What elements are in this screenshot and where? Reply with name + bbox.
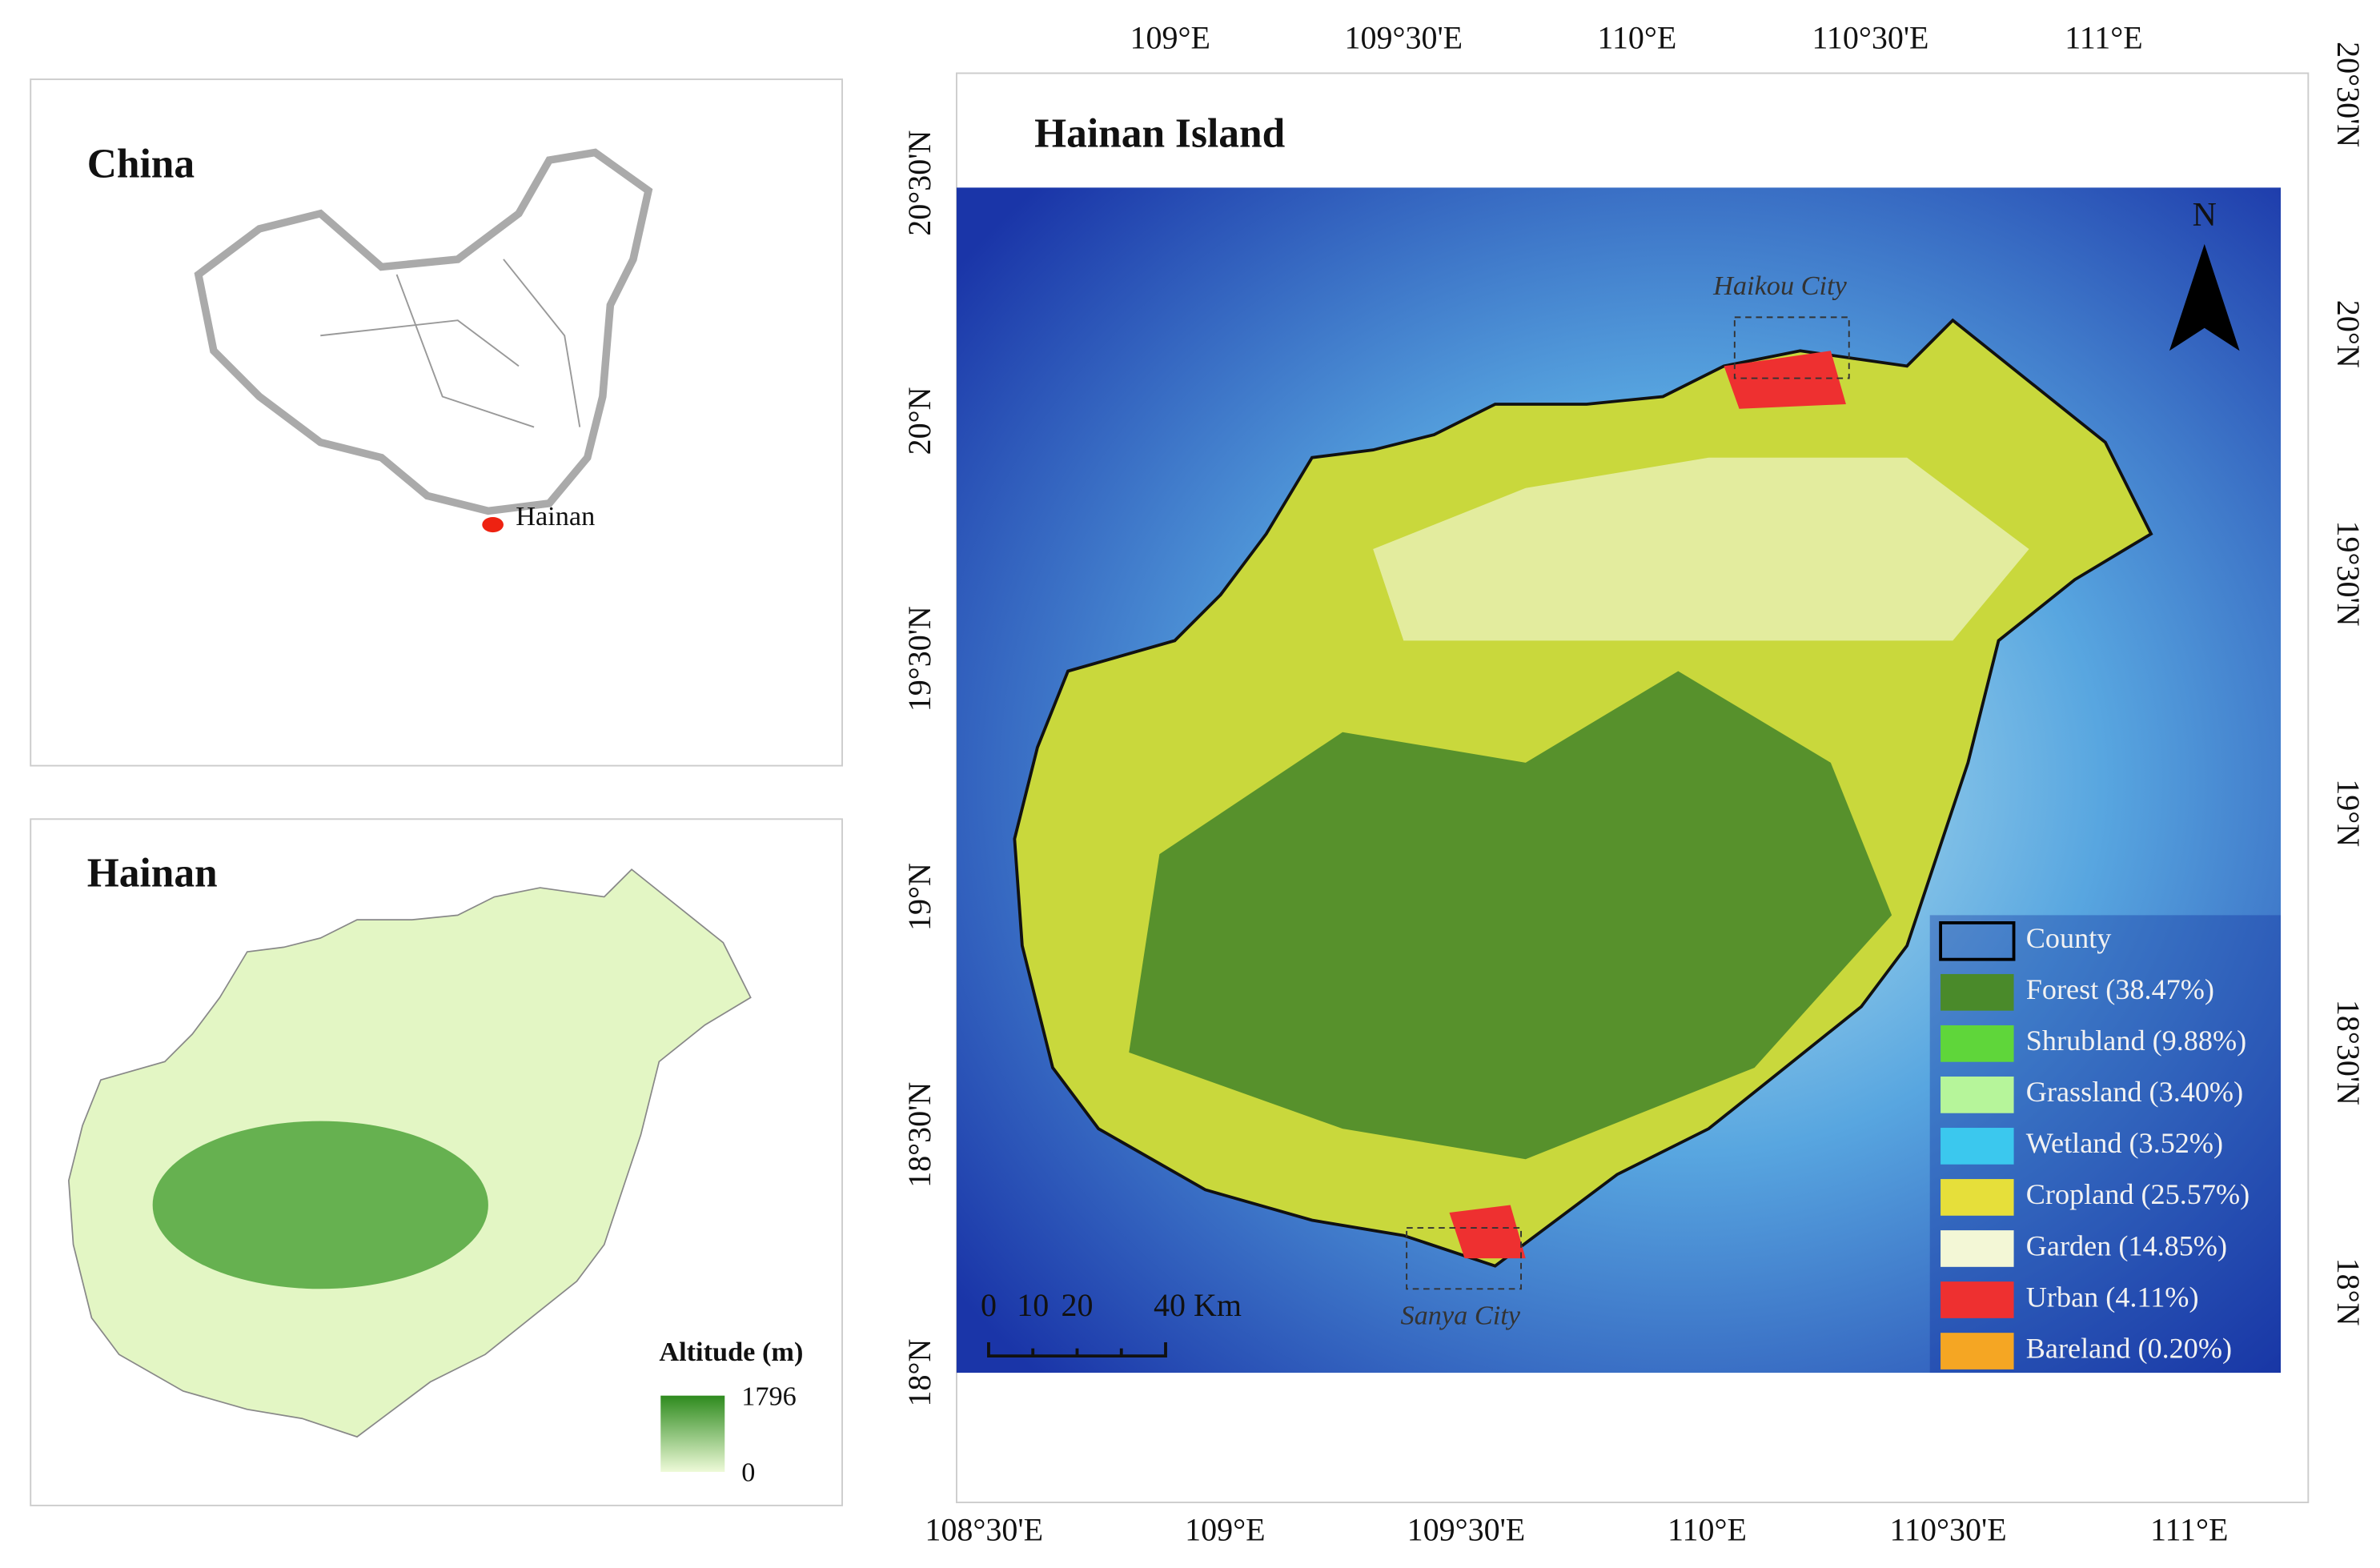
right-label: 20°30'N <box>2330 42 2366 147</box>
right-label: 19°30'N <box>2330 520 2366 626</box>
legend-swatch <box>1941 1025 2014 1062</box>
main-title: Hainan Island <box>1034 110 1285 156</box>
altitude-ramp <box>660 1395 725 1472</box>
legend-label: Bareland (0.20%) <box>2026 1332 2232 1364</box>
china-outline <box>194 148 653 515</box>
legend-label: Wetland (3.52%) <box>2026 1127 2223 1159</box>
scale-label: 0 <box>981 1287 997 1323</box>
legend-swatch <box>1939 921 2016 961</box>
bottom-label: 109°E <box>1185 1511 1265 1547</box>
min-label: 0 <box>741 1458 755 1488</box>
scale-bar <box>987 1341 1167 1358</box>
forest-area <box>1129 671 1892 1160</box>
right-label: 18°30'N <box>2330 1000 2366 1105</box>
top-label: 109°30'E <box>1344 20 1463 56</box>
max-label: 1796 <box>741 1381 797 1411</box>
bottom-label: 110°30'E <box>1890 1511 2007 1547</box>
city-label: Haikou City <box>1712 271 1847 301</box>
top-label: 109°E <box>1130 20 1210 56</box>
legend-label: Urban (4.11%) <box>2026 1281 2199 1313</box>
bottom-label: 108°30'E <box>925 1511 1043 1547</box>
dynamic-layer: 109°E 109°30'E 110°E 110°30'E 111°E 108°30'E 1… <box>901 20 2366 1548</box>
left-label: 19°N <box>901 863 937 931</box>
urban-haikou <box>1724 351 1846 409</box>
legend-swatch <box>1941 1077 2014 1113</box>
bottom-label: 110°E <box>1668 1511 1747 1547</box>
mountains <box>152 1121 488 1289</box>
top-label: 110°30'E <box>1812 20 1928 56</box>
legend-label: Garden (14.85%) <box>2026 1229 2227 1261</box>
garden-area <box>1373 457 2029 641</box>
bottom-label: 109°30'E <box>1407 1511 1526 1547</box>
left-label: 18°30'N <box>901 1082 937 1188</box>
legend-label: Shrubland (9.88%) <box>2026 1025 2246 1057</box>
north-arrow <box>2169 243 2240 351</box>
right-label: 20°N <box>2330 300 2366 368</box>
top-label: 110°E <box>1597 20 1676 56</box>
legend-swatch <box>1941 973 2014 1011</box>
scale-label: 20 <box>1061 1287 1093 1323</box>
sanya-box <box>1406 1227 1522 1290</box>
legend-title: Altitude (m) <box>659 1337 803 1367</box>
scale-label: 10 <box>1017 1287 1049 1323</box>
hainan-label: Hainan <box>516 501 595 531</box>
panel-title: China <box>87 141 195 186</box>
legend-swatch <box>1941 1333 2014 1369</box>
legend-label: County <box>2026 922 2112 954</box>
right-label: 19°N <box>2330 779 2366 847</box>
legend-label: Forest (38.47%) <box>2026 973 2214 1005</box>
legend-swatch <box>1941 1179 2014 1216</box>
city-label: Sanya City <box>1400 1300 1520 1330</box>
left-label: 18°N <box>901 1339 937 1407</box>
right-label: 18°N <box>2330 1258 2366 1326</box>
hainan-marker <box>482 517 504 533</box>
north-label: N <box>2193 197 2217 234</box>
legend-label: Grassland (3.40%) <box>2026 1076 2243 1108</box>
legend-swatch <box>1941 1281 2014 1318</box>
panel-title: Hainan <box>87 851 218 896</box>
haikou-box <box>1733 316 1850 379</box>
legend-label: Cropland (25.57%) <box>2026 1178 2250 1210</box>
bottom-label: 111°E <box>2150 1511 2228 1547</box>
urban-sanya <box>1449 1205 1526 1259</box>
legend-swatch <box>1941 1230 2014 1267</box>
scale-label: 40 Km <box>1154 1287 1242 1323</box>
top-label: 111°E <box>2065 20 2142 56</box>
left-label: 20°30'N <box>901 130 937 236</box>
legend-swatch <box>1941 1128 2014 1165</box>
left-label: 19°30'N <box>901 606 937 712</box>
provinces <box>320 259 581 428</box>
left-label: 20°N <box>901 387 937 455</box>
